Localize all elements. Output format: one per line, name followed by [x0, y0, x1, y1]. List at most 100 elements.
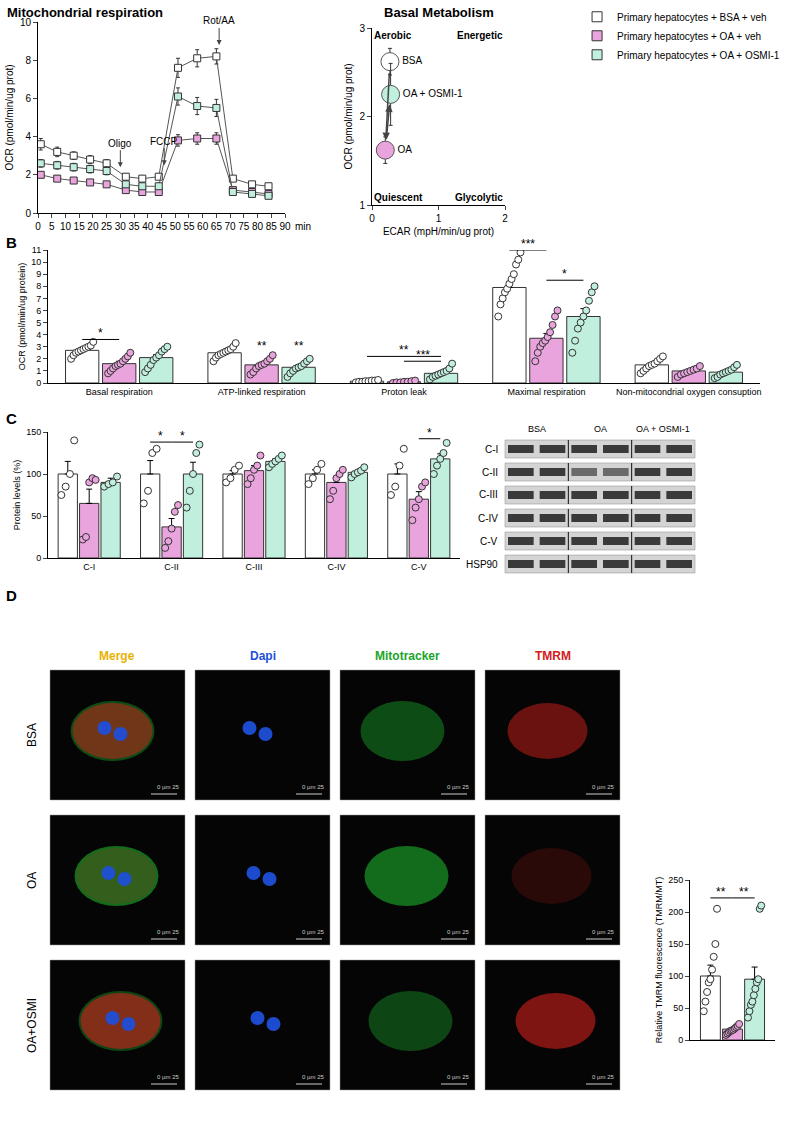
svg-text:2: 2 — [359, 111, 365, 122]
svg-text:20: 20 — [87, 221, 99, 232]
svg-text:FCCP: FCCP — [150, 136, 178, 147]
svg-text:BSA: BSA — [25, 723, 39, 747]
svg-text:Basal respiration: Basal respiration — [86, 387, 153, 397]
svg-text:C-III: C-III — [246, 562, 263, 572]
svg-text:*: * — [562, 267, 567, 281]
svg-text:0 µm 25: 0 µm 25 — [302, 929, 324, 935]
svg-text:*: * — [158, 429, 163, 443]
svg-text:11: 11 — [32, 245, 41, 255]
svg-text:BSA: BSA — [528, 424, 546, 434]
svg-text:OA+OSMI: OA+OSMI — [25, 998, 39, 1053]
svg-text:Merge: Merge — [99, 649, 135, 663]
svg-text:55: 55 — [183, 221, 195, 232]
svg-text:Energetic: Energetic — [457, 30, 503, 41]
svg-text:*: * — [427, 426, 432, 440]
svg-text:10: 10 — [60, 221, 72, 232]
svg-text:8: 8 — [25, 55, 31, 66]
svg-text:C: C — [6, 410, 17, 427]
svg-text:**: ** — [294, 339, 304, 353]
svg-text:0: 0 — [36, 553, 41, 563]
svg-text:6: 6 — [25, 93, 31, 104]
svg-text:ECAR (mpH/min/ug prot): ECAR (mpH/min/ug prot) — [383, 226, 494, 237]
svg-text:45: 45 — [156, 221, 168, 232]
svg-text:OCR (pmol/min/ug prot): OCR (pmol/min/ug prot) — [343, 63, 354, 169]
svg-text:C-I: C-I — [485, 444, 498, 455]
svg-text:min: min — [295, 221, 311, 232]
svg-text:0 µm 25: 0 µm 25 — [447, 784, 469, 790]
svg-text:80: 80 — [252, 221, 264, 232]
svg-text:Primary hepatocytes + OA + OSM: Primary hepatocytes + OA + OSMI-1 — [617, 50, 780, 61]
svg-text:50: 50 — [31, 511, 41, 521]
svg-text:0 µm 25: 0 µm 25 — [592, 929, 614, 935]
svg-text:10: 10 — [31, 257, 41, 267]
svg-text:25: 25 — [101, 221, 113, 232]
svg-text:0: 0 — [25, 208, 31, 219]
svg-text:85: 85 — [266, 221, 278, 232]
svg-text:Aerobic: Aerobic — [374, 30, 412, 41]
svg-text:C-II: C-II — [164, 562, 179, 572]
svg-text:6: 6 — [36, 306, 41, 316]
svg-text:ATP-linked respiration: ATP-linked respiration — [218, 387, 306, 397]
svg-text:**: ** — [739, 885, 749, 899]
svg-text:**: ** — [716, 885, 726, 899]
svg-text:0 µm 25: 0 µm 25 — [157, 784, 179, 790]
svg-text:2: 2 — [25, 169, 31, 180]
svg-text:Glycolytic: Glycolytic — [455, 192, 503, 203]
svg-text:Maximal respiration: Maximal respiration — [507, 387, 585, 397]
svg-text:100: 100 — [668, 971, 683, 981]
svg-text:C-III: C-III — [479, 489, 498, 500]
svg-text:0: 0 — [678, 1035, 683, 1045]
svg-text:0: 0 — [36, 378, 41, 388]
svg-text:C-II: C-II — [482, 467, 498, 478]
svg-text:200: 200 — [668, 907, 683, 917]
svg-text:Mitotracker: Mitotracker — [375, 649, 440, 663]
svg-text:Protein levels (%): Protein levels (%) — [12, 460, 22, 531]
svg-text:3: 3 — [359, 23, 365, 34]
svg-text:HSP90: HSP90 — [466, 559, 498, 570]
svg-text:C-IV: C-IV — [327, 562, 345, 572]
svg-text:OCR (pmol/min/ug prot): OCR (pmol/min/ug prot) — [4, 64, 15, 170]
svg-text:1: 1 — [436, 213, 442, 224]
svg-text:7: 7 — [36, 294, 41, 304]
svg-text:0: 0 — [369, 213, 375, 224]
svg-text:**: ** — [257, 339, 267, 353]
svg-text:60: 60 — [197, 221, 209, 232]
svg-text:OA + OSMI-1: OA + OSMI-1 — [403, 88, 463, 99]
svg-text:75: 75 — [238, 221, 250, 232]
svg-text:2: 2 — [502, 213, 508, 224]
svg-text:50: 50 — [673, 1003, 683, 1013]
svg-text:150: 150 — [26, 427, 41, 437]
svg-text:70: 70 — [225, 221, 237, 232]
svg-text:Primary hepatocytes + BSA + ve: Primary hepatocytes + BSA + veh — [617, 12, 767, 23]
svg-text:OCR (pmol/min/ug protein): OCR (pmol/min/ug protein) — [17, 263, 27, 371]
svg-text:OA: OA — [594, 424, 607, 434]
svg-text:90: 90 — [279, 221, 291, 232]
svg-text:0 µm 25: 0 µm 25 — [447, 929, 469, 935]
svg-text:0 µm 25: 0 µm 25 — [447, 1074, 469, 1080]
svg-text:8: 8 — [36, 281, 41, 291]
svg-text:0 µm 25: 0 µm 25 — [302, 784, 324, 790]
svg-text:150: 150 — [668, 939, 683, 949]
svg-text:TMRM: TMRM — [535, 649, 571, 663]
svg-text:OA: OA — [398, 144, 413, 155]
svg-text:0 µm 25: 0 µm 25 — [592, 1074, 614, 1080]
svg-text:50: 50 — [170, 221, 182, 232]
svg-text:5: 5 — [36, 318, 41, 328]
svg-text:250: 250 — [668, 875, 683, 885]
svg-text:OA: OA — [25, 872, 39, 889]
svg-text:10: 10 — [20, 17, 32, 28]
svg-text:Dapi: Dapi — [250, 649, 276, 663]
svg-text:Basal Metabolism: Basal Metabolism — [384, 5, 494, 20]
svg-text:BSA: BSA — [402, 55, 422, 66]
svg-text:0 µm 25: 0 µm 25 — [157, 929, 179, 935]
svg-text:4: 4 — [25, 131, 31, 142]
svg-text:9: 9 — [36, 269, 41, 279]
svg-text:Mitochondrial respiration: Mitochondrial respiration — [7, 5, 163, 20]
svg-text:15: 15 — [74, 221, 86, 232]
svg-text:0 µm 25: 0 µm 25 — [592, 784, 614, 790]
svg-text:C-V: C-V — [480, 536, 498, 547]
svg-text:65: 65 — [211, 221, 223, 232]
svg-text:40: 40 — [142, 221, 154, 232]
svg-text:30: 30 — [115, 221, 127, 232]
svg-text:***: *** — [521, 237, 535, 251]
